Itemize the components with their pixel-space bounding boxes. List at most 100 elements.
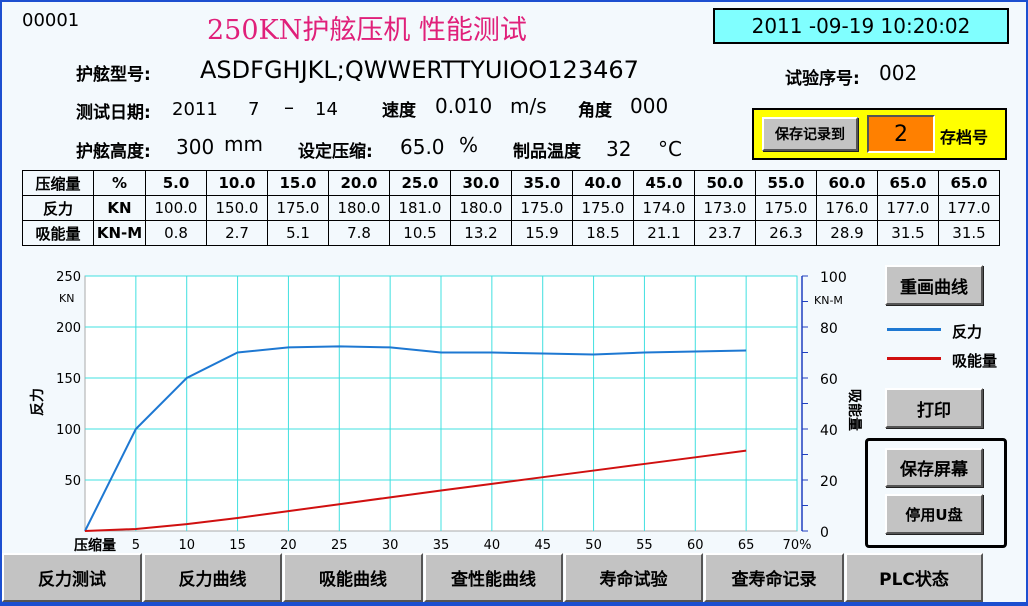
nav-button-6[interactable]: 查寿命记录 bbox=[704, 553, 844, 602]
table-row: 压缩量% 5.0 10.0 15.0 20.0 25.0 30.0 35.0 40.0 45.0 5… bbox=[22, 170, 1000, 196]
table-cell: 180.0 bbox=[450, 195, 512, 221]
temp-value: 32 bbox=[606, 137, 632, 161]
print-button[interactable]: 打印 bbox=[885, 388, 983, 428]
archive-slot-input[interactable]: 2 bbox=[867, 115, 935, 153]
table-cell: 20.0 bbox=[328, 170, 390, 196]
x-tick-label: 45 bbox=[534, 538, 551, 552]
table-cell: 174.0 bbox=[633, 195, 695, 221]
height-unit: mm bbox=[224, 132, 263, 156]
x-tick-label: 15 bbox=[229, 538, 246, 552]
table-cell: 50.0 bbox=[694, 170, 756, 196]
table-row: 反力 KN 100.0 150.0 175.0 180.0 181.0 180.0 175.0 1… bbox=[22, 195, 1000, 221]
height-value: 300 bbox=[176, 135, 215, 159]
table-cell: 5.1 bbox=[267, 220, 329, 246]
nav-button-5[interactable]: 寿命试验 bbox=[564, 553, 703, 602]
y-tick-label: 200 bbox=[56, 321, 81, 336]
nav-button-2[interactable]: 反力曲线 bbox=[143, 553, 282, 602]
x-tick-label: 65 bbox=[738, 538, 755, 552]
seq-value: 002 bbox=[879, 61, 918, 85]
series-line-energy bbox=[84, 449, 747, 532]
y2-tick-label: 40 bbox=[820, 423, 838, 439]
save-record-button[interactable]: 保存记录到 bbox=[762, 117, 858, 151]
y2-tick-label: 0 bbox=[820, 525, 829, 541]
y2-tick-label: 100 bbox=[820, 270, 847, 286]
y-tick-label: 150 bbox=[56, 372, 81, 387]
model-value: ASDFGHJKL;QWWERTTYUIOO123467 bbox=[200, 56, 639, 84]
table-cell: 23.7 bbox=[694, 220, 756, 246]
x-tick-label: 35 bbox=[433, 538, 450, 552]
table-cell: 65.0 bbox=[877, 170, 939, 196]
x-tick-label: 10 bbox=[178, 538, 195, 552]
speed-value: 0.010 bbox=[435, 94, 493, 118]
table-cell: 2.7 bbox=[206, 220, 268, 246]
y2-axis-title: 吸能量 bbox=[846, 389, 862, 431]
angle-value: 000 bbox=[630, 94, 669, 118]
x-tick-label: 25 bbox=[331, 538, 348, 552]
usb-panel bbox=[865, 438, 1007, 548]
datetime-display: 2011 -09-19 10:20:02 bbox=[713, 8, 1009, 44]
model-label: 护舷型号: bbox=[76, 65, 151, 85]
compress-value: 65.0 bbox=[400, 135, 445, 159]
table-cell: 18.5 bbox=[572, 220, 634, 246]
y-tick-label: 250 bbox=[56, 270, 81, 285]
table-cell: 7.8 bbox=[328, 220, 390, 246]
x-tick-label: 40 bbox=[484, 538, 501, 552]
table-cell: 100.0 bbox=[145, 195, 207, 221]
table-cell: 28.9 bbox=[816, 220, 878, 246]
date-separator: – bbox=[284, 95, 294, 119]
table-cell: 25.0 bbox=[389, 170, 451, 196]
angle-label: 角度 bbox=[578, 101, 612, 121]
x-tick-label: 55 bbox=[636, 538, 653, 552]
x-tick-label: 50 bbox=[585, 538, 602, 552]
table-cell: 15.9 bbox=[511, 220, 573, 246]
y2-unit-label: KN-M bbox=[814, 294, 843, 307]
speed-label: 速度 bbox=[382, 101, 416, 121]
date-day: 14 bbox=[315, 99, 338, 120]
nav-button-3[interactable]: 吸能曲线 bbox=[283, 553, 423, 602]
y-unit-label: KN bbox=[59, 292, 74, 305]
nav-button-7[interactable]: PLC状态 bbox=[845, 553, 983, 602]
legend-energy-swatch bbox=[887, 357, 941, 360]
table-cell: 10.5 bbox=[389, 220, 451, 246]
y-tick-label: 50 bbox=[64, 474, 81, 489]
y-axis-title: 反力 bbox=[29, 388, 46, 416]
table-cell: 173.0 bbox=[694, 195, 756, 221]
table-cell: 35.0 bbox=[511, 170, 573, 196]
table-cell: 55.0 bbox=[755, 170, 817, 196]
disable-usb-button[interactable]: 停用U盘 bbox=[885, 494, 983, 534]
y2-tick-label: 20 bbox=[820, 474, 838, 490]
screen-number: 00001 bbox=[22, 10, 80, 31]
legend-energy-label: 吸能量 bbox=[952, 352, 998, 370]
date-label: 测试日期: bbox=[76, 103, 151, 123]
table-row: 吸能量 KN-M 0.8 2.7 5.1 7.8 10.5 13.2 15.9 18.5 21.1 2… bbox=[22, 220, 1000, 246]
table-cell: 5.0 bbox=[145, 170, 207, 196]
redraw-curve-button[interactable]: 重画曲线 bbox=[885, 265, 983, 305]
series-line-force bbox=[84, 345, 747, 532]
table-cell: 13.2 bbox=[450, 220, 512, 246]
compress-label: 设定压缩: bbox=[298, 142, 373, 162]
date-year: 2011 bbox=[172, 99, 218, 120]
save-screen-button[interactable]: 保存屏幕 bbox=[885, 448, 983, 487]
table-cell: 177.0 bbox=[938, 195, 1000, 221]
archive-slot-label: 存档号 bbox=[940, 128, 989, 147]
x-tick-label: 70% bbox=[783, 538, 812, 552]
nav-button-4[interactable]: 查性能曲线 bbox=[424, 553, 563, 602]
table-cell: 31.5 bbox=[877, 220, 939, 246]
table-cell: 150.0 bbox=[206, 195, 268, 221]
row-unit: KN-M bbox=[93, 220, 146, 246]
x-axis-title: 压缩量 bbox=[74, 537, 116, 552]
table-cell: 30.0 bbox=[450, 170, 512, 196]
legend-force-swatch bbox=[887, 328, 941, 331]
row-name: 吸能量 bbox=[22, 220, 94, 246]
table-cell: 176.0 bbox=[816, 195, 878, 221]
table-cell: 10.0 bbox=[206, 170, 268, 196]
row-unit: KN bbox=[93, 195, 146, 221]
row-name: 压缩量 bbox=[22, 170, 94, 196]
table-cell: 175.0 bbox=[572, 195, 634, 221]
table-cell: 60.0 bbox=[816, 170, 878, 196]
table-cell: 180.0 bbox=[328, 195, 390, 221]
y2-tick-label: 80 bbox=[820, 321, 838, 337]
nav-button-1[interactable]: 反力测试 bbox=[2, 553, 142, 602]
page-title: 250KN护舷压机 性能测试 bbox=[207, 15, 527, 46]
